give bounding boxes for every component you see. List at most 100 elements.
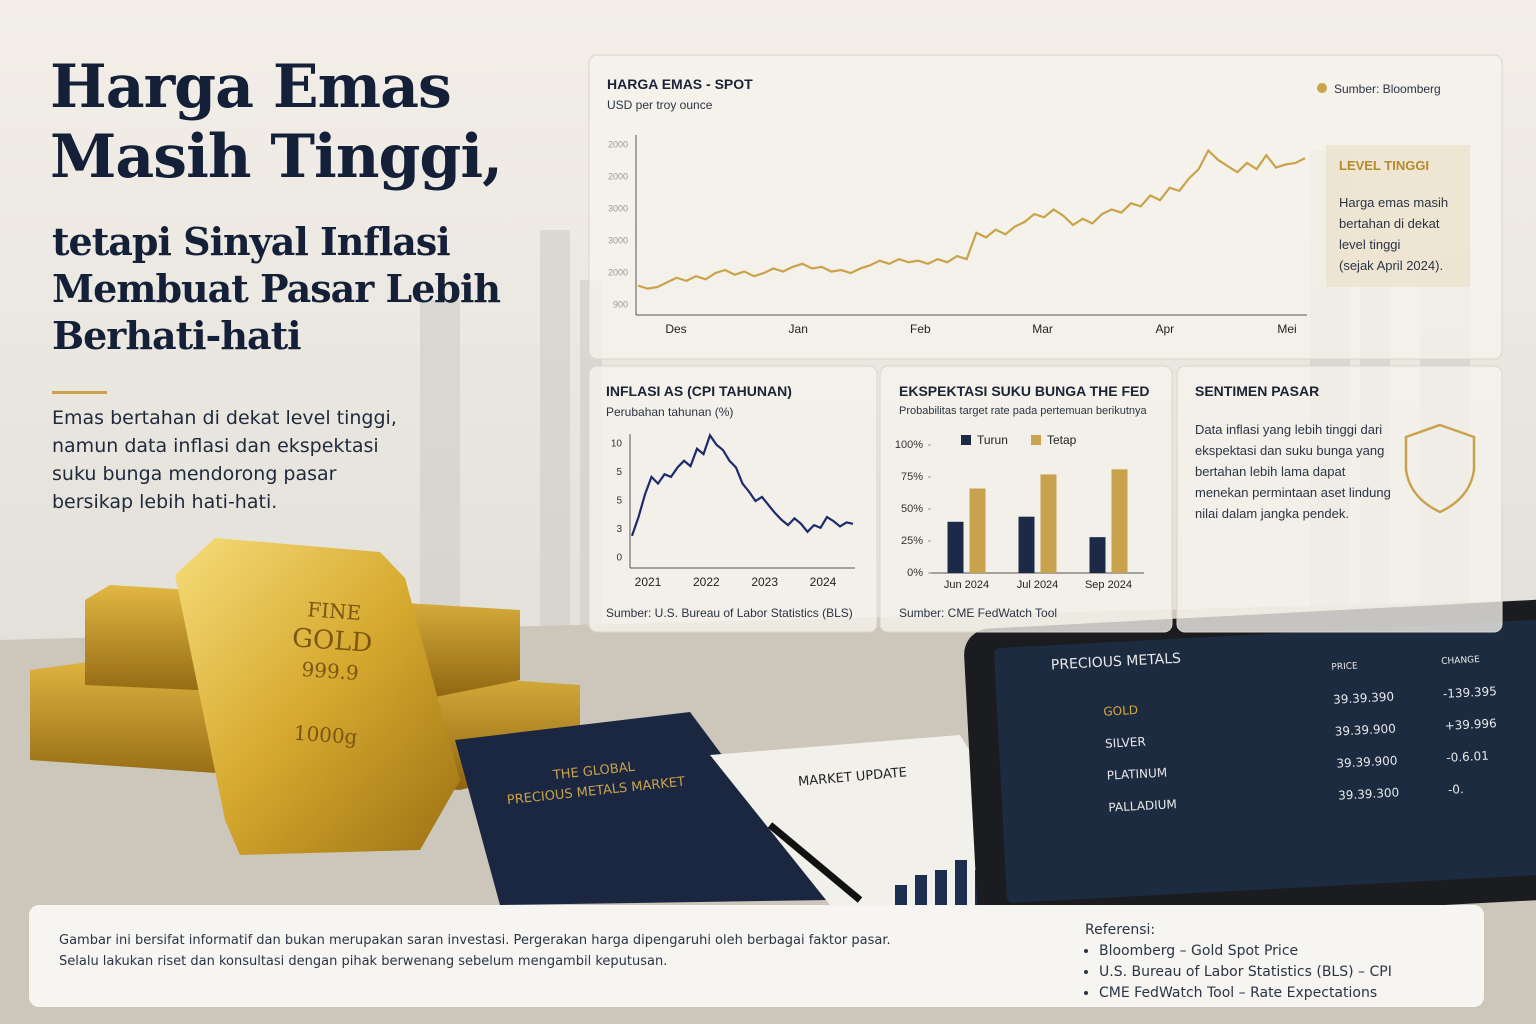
bar — [1040, 474, 1057, 573]
tablet-cell: +39.996 — [1444, 716, 1497, 733]
chart-title: INFLASI AS (CPI TAHUNAN) — [606, 383, 792, 399]
annotation-title: LEVEL TINGGI — [1339, 158, 1430, 173]
y-tick-label: 3000 — [608, 203, 628, 213]
y-tick-label: 5 — [616, 496, 622, 507]
tablet-header: PRICE — [1331, 661, 1358, 673]
legend-swatch — [1031, 435, 1041, 445]
sentiment-text: Data inflasi yang lebih tinggi dari eksp… — [1195, 422, 1391, 521]
legend-label: Turun — [977, 433, 1008, 447]
annotation-line: Harga emas masih — [1339, 195, 1449, 210]
annotation-line: (sejak April 2024). — [1339, 258, 1444, 273]
y-tick-label: 2000 — [608, 171, 628, 181]
bar — [947, 521, 964, 573]
headline-subtitle: tetapi Sinyal Inflasi Membuat Pasar Lebi… — [52, 219, 501, 358]
y-tick-label: 3 — [616, 524, 622, 535]
x-tick-label: 2024 — [810, 575, 837, 589]
headline-line: Harga Emas — [50, 52, 452, 122]
tablet-cell: 39.39.300 — [1337, 785, 1400, 803]
tablet-cell: PALLADIUM — [1108, 797, 1178, 815]
y-tick-label: 3000 — [608, 235, 628, 245]
x-tick-label: 2023 — [751, 575, 778, 589]
x-tick-label: Sep 2024 — [1085, 579, 1132, 591]
chart-subtitle: USD per troy ounce — [607, 98, 713, 112]
divider — [52, 391, 107, 394]
lead-text: Emas bertahan di dekat level tinggi, nam… — [52, 407, 397, 513]
gold-bars — [30, 538, 580, 855]
disclaimer: Gambar ini bersifat informatif dan bukan… — [59, 930, 891, 972]
chart-subtitle: Perubahan tahunan (%) — [606, 405, 734, 419]
chart-title: EKSPEKTASI SUKU BUNGA THE FED — [899, 383, 1150, 399]
legend-dot — [1317, 83, 1327, 93]
x-tick-label: 2022 — [693, 575, 720, 589]
bar — [1111, 469, 1128, 573]
disclaimer-line: Selalu lakukan riset dan konsultasi deng… — [59, 954, 668, 969]
x-tick-label: Feb — [910, 322, 931, 336]
x-tick-label: Apr — [1155, 322, 1174, 336]
annotation-line: bertahan di dekat — [1339, 216, 1440, 231]
chart-source: Sumber: Bloomberg — [1334, 82, 1441, 96]
tablet-cell: GOLD — [1103, 702, 1139, 719]
y-tick-label: 50% — [901, 503, 923, 515]
tablet-cell: SILVER — [1104, 734, 1147, 751]
tablet-cell: 39.39.900 — [1336, 753, 1398, 771]
data-line — [637, 148, 1306, 290]
chart-source: Sumber: U.S. Bureau of Labor Statistics … — [606, 606, 853, 620]
tablet-content: PRECIOUS METALS PRICE CHANGE GOLD 39.39.3… — [1040, 622, 1536, 848]
annotation-line: level tinggi — [1339, 237, 1401, 252]
pen — [767, 822, 863, 903]
x-tick-label: Mar — [1032, 322, 1053, 336]
annotation-box — [1326, 145, 1470, 287]
y-tick-label: 2000 — [608, 267, 628, 277]
bar — [1018, 516, 1035, 573]
bar-engraving: FINE GOLD 999.9 1000g — [270, 592, 390, 753]
tablet-title: PRECIOUS METALS — [1050, 650, 1182, 674]
panel — [588, 54, 1503, 360]
y-tick-label: 5 — [616, 467, 622, 478]
headline: Harga Emas Masih Tinggi, — [50, 52, 503, 192]
tablet-header: CHANGE — [1441, 655, 1481, 668]
bar — [1089, 537, 1106, 573]
tablet-cell: -0.6.01 — [1445, 748, 1490, 765]
y-tick-label: 10 — [611, 439, 623, 450]
tablet-cell: PLATINUM — [1106, 765, 1168, 783]
shield-icon — [1404, 423, 1476, 514]
chart-source: Sumber: CME FedWatch Tool — [899, 606, 1058, 620]
x-tick-label: 2021 — [635, 575, 662, 589]
references: Referensi: Bloomberg – Gold Spot PriceU.… — [1085, 920, 1392, 1004]
x-tick-label: Jul 2024 — [1017, 579, 1059, 591]
tablet-cell: 39.39.390 — [1332, 689, 1395, 707]
y-tick-label: 25% — [901, 535, 923, 547]
y-tick-label: 900 — [613, 299, 628, 309]
x-tick-label: Jun 2024 — [944, 579, 989, 591]
tablet-screen — [994, 619, 1536, 903]
tablet-cell: 39.39.900 — [1334, 721, 1397, 739]
y-tick-label: 75% — [901, 471, 923, 483]
y-tick-label: 0% — [907, 567, 923, 579]
headline-line: Masih Tinggi, — [50, 122, 503, 192]
disclaimer-line: Gambar ini bersifat informatif dan bukan… — [59, 933, 891, 948]
bar — [969, 488, 986, 573]
reference: U.S. Bureau of Labor Statistics (BLS) – … — [1099, 962, 1392, 983]
book — [455, 712, 830, 905]
annotation-text: Harga emas masih bertahan di dekat level t… — [1339, 192, 1448, 276]
x-tick-label: Des — [665, 322, 686, 336]
chart-subtitle: Probabilitas target rate pada pertemuan … — [899, 405, 1147, 417]
data-line — [630, 432, 854, 537]
x-tick-label: Jan — [789, 322, 808, 336]
y-tick-label: 0 — [616, 553, 622, 564]
legend-label: Tetap — [1047, 433, 1077, 447]
panel — [588, 365, 878, 633]
tablet-cell: -0. — [1447, 782, 1465, 797]
tablet-cell: -139.395 — [1442, 684, 1498, 701]
chart-title: HARGA EMAS - SPOT — [607, 76, 753, 92]
references-title: Referensi: — [1085, 922, 1156, 938]
legend-swatch — [961, 435, 971, 445]
y-tick-label: 2000 — [608, 139, 628, 149]
reference: CME FedWatch Tool – Rate Expectations — [1099, 983, 1392, 1004]
y-tick-label: 100% — [895, 439, 923, 451]
reference: Bloomberg – Gold Spot Price — [1099, 941, 1392, 962]
x-tick-label: Mei — [1277, 322, 1296, 336]
sentiment-title: SENTIMEN PASAR — [1195, 383, 1320, 399]
